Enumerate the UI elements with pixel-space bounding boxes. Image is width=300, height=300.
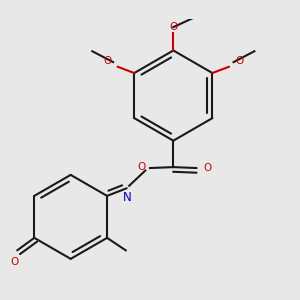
- Text: O: O: [203, 163, 212, 173]
- Text: O: O: [137, 162, 145, 172]
- Text: O: O: [169, 22, 178, 32]
- Text: O: O: [235, 56, 243, 66]
- Text: O: O: [103, 56, 112, 66]
- Text: O: O: [10, 256, 18, 266]
- Text: N: N: [123, 191, 132, 204]
